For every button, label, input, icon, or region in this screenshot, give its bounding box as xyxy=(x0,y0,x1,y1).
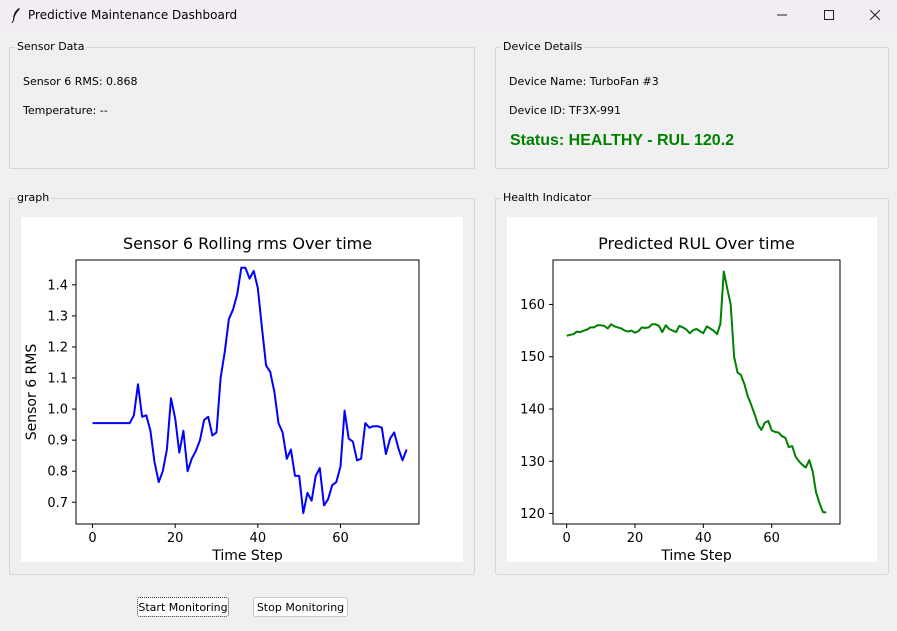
x-tick-label: 40 xyxy=(250,531,267,546)
y-tick-label: 1.2 xyxy=(47,340,68,355)
predicted-rul-chart: Predicted RUL Over time 0 20 40 60 120 130 140 1… xyxy=(520,234,841,562)
y-tick-label: 1.1 xyxy=(47,372,68,387)
plot-frame xyxy=(552,259,841,525)
y-tick-label: 160 xyxy=(520,298,545,313)
device-name-label: Device Name: TurboFan #3 xyxy=(509,75,659,88)
chart-title: Sensor 6 Rolling rms Over time xyxy=(123,234,372,253)
title-bar: Predictive Maintenance Dashboard xyxy=(0,0,897,30)
sensor-rms-label: Sensor 6 RMS: 0.868 xyxy=(23,75,138,88)
start-monitoring-button[interactable]: Start Monitoring xyxy=(137,597,229,617)
plot-frame xyxy=(75,259,420,525)
y-axis-label: Sensor 6 RMS xyxy=(24,344,40,441)
maximize-icon xyxy=(824,10,834,20)
series-line xyxy=(92,266,408,515)
maximize-button[interactable] xyxy=(806,0,852,30)
minimize-button[interactable] xyxy=(759,0,805,30)
close-icon xyxy=(870,10,880,20)
sensor-plot-canvas: Sensor 6 Rolling rms Over time 0 20 40 60 0.7… xyxy=(21,217,463,562)
device-id-label: Device ID: TF3X-991 xyxy=(509,104,622,117)
y-tick-label: 130 xyxy=(520,455,545,470)
feather-icon xyxy=(11,8,20,23)
sensor-rms-chart: Sensor 6 Rolling rms Over time 0 20 40 60 0.7… xyxy=(24,234,420,562)
x-tick-label: 40 xyxy=(695,531,712,546)
series-line xyxy=(566,270,827,514)
rul-plot-canvas: Predicted RUL Over time 0 20 40 60 120 130 140 1… xyxy=(507,217,877,562)
y-tick-label: 1.4 xyxy=(47,278,68,293)
sensor-data-frame xyxy=(9,47,475,169)
x-axis-label: Time Step xyxy=(660,548,732,562)
status-label: Status: HEALTHY - RUL 120.2 xyxy=(510,132,735,149)
device-details-frame-label: Device Details xyxy=(501,40,585,53)
x-tick-label: 0 xyxy=(88,531,96,546)
y-tick-label: 150 xyxy=(520,350,545,365)
x-tick-label: 0 xyxy=(563,531,571,546)
y-tick-label: 120 xyxy=(520,507,545,522)
y-tick-label: 0.7 xyxy=(47,496,68,511)
window-title: Predictive Maintenance Dashboard xyxy=(28,8,238,22)
graph-frame-label: graph xyxy=(15,191,52,204)
x-axis-label: Time Step xyxy=(211,548,283,562)
device-details-frame xyxy=(495,47,889,169)
x-tick-label: 60 xyxy=(763,531,780,546)
minimize-icon xyxy=(777,14,787,16)
y-tick-label: 1.0 xyxy=(47,403,68,418)
x-tick-label: 20 xyxy=(167,531,184,546)
y-tick-label: 1.3 xyxy=(47,309,68,324)
close-button[interactable] xyxy=(852,0,897,30)
y-tick-label: 140 xyxy=(520,402,545,417)
temperature-label: Temperature: -- xyxy=(23,104,108,117)
sensor-data-frame-label: Sensor Data xyxy=(15,40,87,53)
health-indicator-frame xyxy=(495,198,889,575)
graph-frame xyxy=(9,198,475,575)
x-tick-label: 60 xyxy=(332,531,349,546)
stop-monitoring-button[interactable]: Stop Monitoring xyxy=(253,597,348,617)
health-indicator-frame-label: Health Indicator xyxy=(501,191,594,204)
x-tick-label: 20 xyxy=(627,531,644,546)
y-tick-label: 0.8 xyxy=(47,465,68,480)
chart-title: Predicted RUL Over time xyxy=(598,234,795,253)
y-tick-label: 0.9 xyxy=(47,434,68,449)
